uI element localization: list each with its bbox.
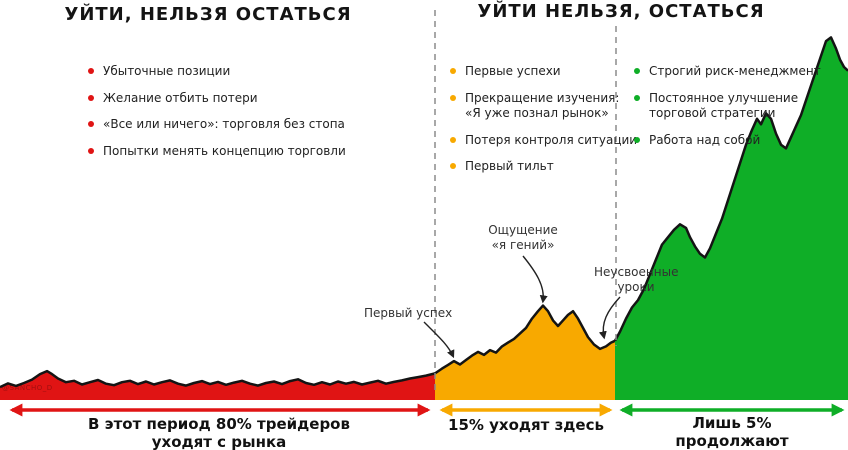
list-red-stage: Убыточные позиции Желание отбить потери «В… <box>88 64 346 159</box>
bullet-icon <box>88 147 94 154</box>
bullet-icon <box>88 94 94 101</box>
bullet-icon <box>450 94 456 101</box>
footer-label-red: В этот период 80% трейдеров уходят с рын… <box>88 415 350 450</box>
footer-label-orange: 15% уходят здесь <box>448 416 604 434</box>
bullet-icon <box>634 68 640 74</box>
title-left: УЙТИ, НЕЛЬЗЯ ОСТАТЬСЯ <box>64 4 352 25</box>
arrow-lessons <box>598 296 621 340</box>
arrow-first-success <box>423 321 455 359</box>
annotation-genius: Ощущение «я гений» <box>488 223 558 252</box>
list-item: Первый тильт <box>450 159 637 175</box>
area-stage-red <box>0 371 435 400</box>
bullet-icon <box>634 94 640 101</box>
list-item: Строгий риск-менеджмент <box>634 64 821 80</box>
title-right: УЙТИ НЕЛЬЗЯ, ОСТАТЬСЯ <box>477 1 765 22</box>
bullet-icon <box>88 121 94 128</box>
list-item-label: Первые успехи <box>465 64 561 78</box>
arrow-genius <box>522 255 548 304</box>
bullet-icon <box>88 68 94 74</box>
annotation-first-success: Первый успех <box>364 306 453 320</box>
list-item: Желание отбить потери <box>88 91 346 107</box>
list-item-label: Убыточные позиции <box>103 64 231 78</box>
curve-stage-red <box>0 369 436 389</box>
list-green-stage: Строгий риск-менеджмент Постоянное улучше… <box>634 64 821 148</box>
list-item: Попытки менять концепцию торговли <box>88 144 346 160</box>
area-stage-orange <box>435 305 615 400</box>
list-item: Постоянное улучшение торговой стратегии <box>634 91 821 122</box>
bullet-icon <box>450 163 456 170</box>
list-item-label: Работа над собой <box>649 132 761 147</box>
area-stage-green <box>615 37 848 401</box>
list-item: «Все или ничего»: торговля без стопа <box>88 117 346 133</box>
list-item: Потеря контроля ситуации <box>450 133 637 149</box>
list-item-label: «Все или ничего»: торговля без стопа <box>103 117 345 132</box>
list-item-label: Потеря контроля ситуации <box>465 132 638 147</box>
list-item-label: Первый тильт <box>465 159 554 174</box>
list-item: Убыточные позиции <box>88 64 346 80</box>
list-item-label: Желание отбить потери <box>103 90 258 105</box>
curve-stage-orange <box>434 304 616 375</box>
list-item: Первые успехи <box>450 64 637 80</box>
list-item-label: Попытки менять концепцию торговли <box>103 143 346 158</box>
footer-label-green: Лишь 5% продолжают работать до результат… <box>675 414 789 450</box>
curve-stage-green <box>613 36 848 342</box>
list-item: Прекращение изучения: «Я уже познал рыно… <box>450 91 637 122</box>
annotation-lessons: Неусвоенные уроки <box>594 265 679 294</box>
list-orange-stage: Первые успехи Прекращение изучения: «Я уж… <box>450 64 637 175</box>
list-item-label: Постоянное улучшение торговой стратегии <box>649 90 799 121</box>
bullet-icon <box>634 136 640 143</box>
list-item-label: Прекращение изучения: «Я уже познал рыно… <box>465 90 620 121</box>
bullet-icon <box>450 136 456 143</box>
equity-curve-areas <box>0 36 848 401</box>
watermark: @SANCHO_D <box>2 384 53 392</box>
bullet-icon <box>450 68 456 74</box>
list-item: Работа над собой <box>634 133 821 149</box>
list-item-label: Строгий риск-менеджмент <box>649 64 821 78</box>
